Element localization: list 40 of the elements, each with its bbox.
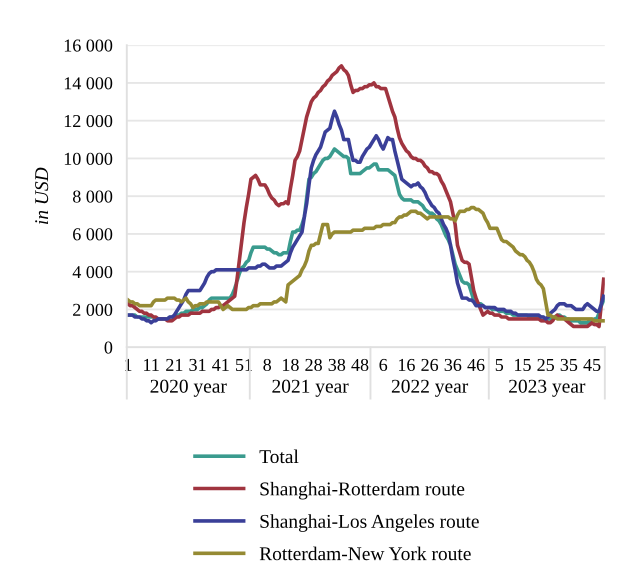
y-tick-label: 10 000 [64,152,112,165]
text: 2023 year [509,380,586,397]
x-tick-label: 38 [328,358,346,372]
x-tick-label: 35 [560,358,578,372]
legend-label: Shanghai-Rotterdam route [260,482,464,500]
x-tick-label: 26 [421,358,438,372]
x-tick-label: 8 [263,358,272,372]
x-tick-label: 11 [144,358,159,371]
x-tick-label: 28 [305,358,322,372]
y-tick-label: 6 000 [73,228,112,240]
x-tick-label: 25 [537,358,554,372]
text: 2020 year [150,380,227,397]
y-tick-label: 8 000 [72,190,112,203]
x-tick-label: 36 [444,358,462,372]
x-tick-label: 48 [351,358,368,372]
x-tick-label: 41 [212,358,229,371]
text: 2021 year [272,380,349,397]
y-tick-label: 2 000 [73,304,112,316]
line-series [126,64,605,328]
line-series [126,109,605,324]
x-tick-label: 45 [583,358,600,372]
y-tick-label: 4 000 [72,266,112,278]
y-tick-label: 14 000 [64,77,112,90]
y-tick-label: 0 [104,341,112,354]
y-tick-label: 16 000 [64,39,112,52]
x-tick-label: 6 [379,358,388,372]
x-tick-label: 31 [189,358,206,372]
legend-label: Total [260,449,298,464]
x-tick-label: 15 [515,358,531,372]
x-tick-label: 46 [467,358,485,372]
y-axis-title: in USD [35,168,48,224]
x-tick-label: 5 [496,359,504,372]
text: 2022 year [392,380,468,397]
line-series [126,206,605,323]
x-tick-label: 16 [398,358,415,372]
y-tick-label: 12 000 [64,114,112,128]
x-tick-label: 21 [166,358,182,371]
legend-label: Shanghai-Los Angeles route [260,514,479,532]
legend-label: Rotterdam-New York route [260,546,471,560]
x-tick-label: 18 [282,358,299,372]
